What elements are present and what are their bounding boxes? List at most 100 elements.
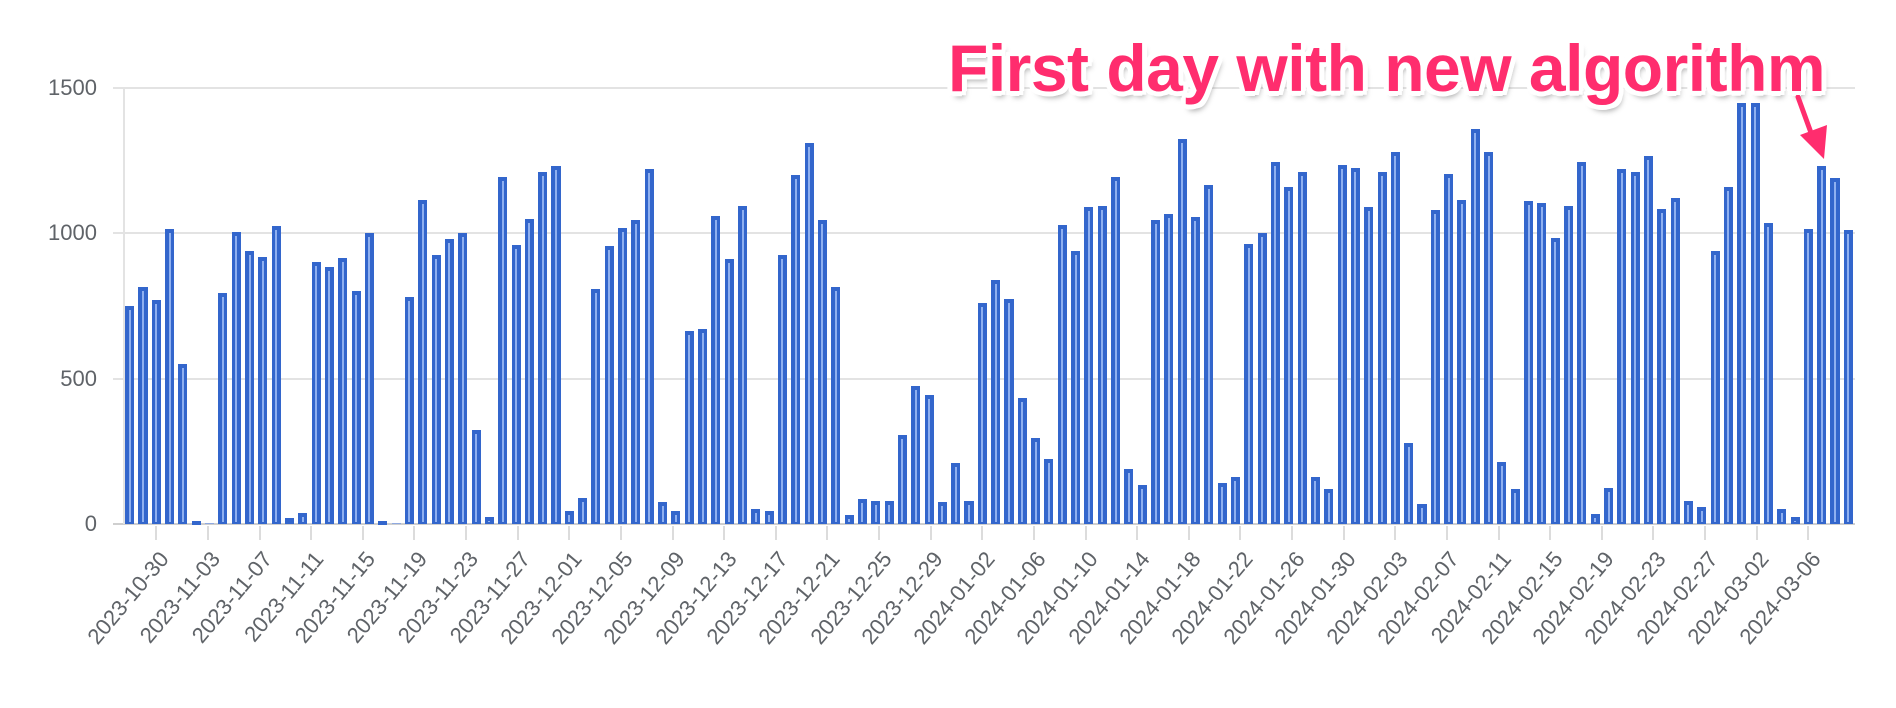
bar[interactable] <box>1817 166 1827 524</box>
bar[interactable] <box>1590 513 1600 524</box>
bar[interactable] <box>777 255 787 524</box>
bar[interactable] <box>404 297 414 524</box>
bar[interactable] <box>1497 461 1507 524</box>
bar[interactable] <box>1071 250 1081 524</box>
bar[interactable] <box>618 227 628 524</box>
bar[interactable] <box>364 233 374 524</box>
bar[interactable] <box>1364 207 1374 524</box>
bar[interactable] <box>1337 165 1347 524</box>
bar[interactable] <box>498 176 508 524</box>
bar[interactable] <box>191 521 201 526</box>
bar[interactable] <box>431 255 441 524</box>
bar[interactable] <box>951 462 961 524</box>
bar[interactable] <box>1763 223 1773 524</box>
bar[interactable] <box>1444 173 1454 524</box>
bar[interactable] <box>1670 198 1680 524</box>
bar[interactable] <box>1151 220 1161 524</box>
bar[interactable] <box>471 429 481 524</box>
bar[interactable] <box>1457 199 1467 524</box>
bar[interactable] <box>351 291 361 524</box>
bar[interactable] <box>218 292 228 524</box>
bar[interactable] <box>1417 503 1427 524</box>
bar[interactable] <box>1430 210 1440 524</box>
bar[interactable] <box>1617 169 1627 524</box>
bar[interactable] <box>1537 202 1547 524</box>
bar[interactable] <box>1803 228 1813 524</box>
bar[interactable] <box>1284 186 1294 524</box>
bar[interactable] <box>1790 516 1800 524</box>
bar[interactable] <box>604 246 614 524</box>
bar[interactable] <box>138 286 148 524</box>
bar[interactable] <box>1031 438 1041 524</box>
bar[interactable] <box>1777 509 1787 524</box>
bar[interactable] <box>511 244 521 524</box>
bar[interactable] <box>1044 458 1054 524</box>
bar[interactable] <box>578 497 588 524</box>
bar[interactable] <box>165 228 175 524</box>
bar[interactable] <box>1190 217 1201 524</box>
bar[interactable] <box>1084 207 1094 524</box>
bar[interactable] <box>285 518 295 524</box>
bar[interactable] <box>1257 233 1267 524</box>
bar[interactable] <box>1137 484 1147 524</box>
bar[interactable] <box>857 499 867 524</box>
bar[interactable] <box>1470 128 1480 524</box>
bar[interactable] <box>1404 442 1414 524</box>
bar[interactable] <box>538 172 548 524</box>
bar[interactable] <box>1524 201 1534 524</box>
bar[interactable] <box>551 166 561 524</box>
bar[interactable] <box>1723 186 1733 524</box>
bar[interactable] <box>1484 151 1494 524</box>
bar[interactable] <box>1683 500 1693 524</box>
bar[interactable] <box>1564 205 1574 524</box>
bar[interactable] <box>1550 237 1560 524</box>
bar[interactable] <box>1230 477 1240 524</box>
bar[interactable] <box>151 300 161 524</box>
bar[interactable] <box>764 510 774 524</box>
bar[interactable] <box>964 500 974 524</box>
bar[interactable] <box>245 250 255 524</box>
bar[interactable] <box>1657 208 1667 524</box>
bar[interactable] <box>831 287 841 524</box>
bar[interactable] <box>817 220 827 524</box>
bar[interactable] <box>1017 397 1027 524</box>
bar[interactable] <box>271 226 281 524</box>
bar[interactable] <box>1350 167 1360 524</box>
bar[interactable] <box>1710 250 1720 524</box>
bar[interactable] <box>1244 243 1254 524</box>
bar[interactable] <box>937 502 947 524</box>
bar[interactable] <box>1603 487 1614 524</box>
bar[interactable] <box>1097 205 1107 524</box>
bar[interactable] <box>1310 477 1320 524</box>
bar[interactable] <box>1577 162 1587 524</box>
bar[interactable] <box>1164 214 1174 524</box>
bar[interactable] <box>1390 151 1400 524</box>
bar[interactable] <box>418 199 428 524</box>
bar[interactable] <box>1270 162 1280 524</box>
bar[interactable] <box>804 143 814 524</box>
bar[interactable] <box>698 329 708 524</box>
bar[interactable] <box>391 523 401 524</box>
bar[interactable] <box>658 502 668 524</box>
bar[interactable] <box>1510 489 1520 524</box>
bar[interactable] <box>1377 172 1387 524</box>
bar[interactable] <box>631 220 641 524</box>
bar[interactable] <box>338 258 348 524</box>
bar[interactable] <box>977 303 987 524</box>
bar[interactable] <box>737 205 748 524</box>
bar[interactable] <box>751 509 761 524</box>
bar[interactable] <box>258 256 268 524</box>
bar[interactable] <box>298 512 308 524</box>
bar[interactable] <box>1750 102 1760 524</box>
bar[interactable] <box>484 516 494 524</box>
bar[interactable] <box>178 364 188 524</box>
bar[interactable] <box>924 394 934 524</box>
bar[interactable] <box>1697 506 1707 524</box>
bar[interactable] <box>591 288 601 524</box>
bar[interactable] <box>1111 176 1121 524</box>
bar[interactable] <box>711 215 721 524</box>
bar[interactable] <box>444 239 454 524</box>
bar[interactable] <box>564 510 574 524</box>
bar[interactable] <box>871 500 881 524</box>
bar[interactable] <box>1217 483 1227 524</box>
